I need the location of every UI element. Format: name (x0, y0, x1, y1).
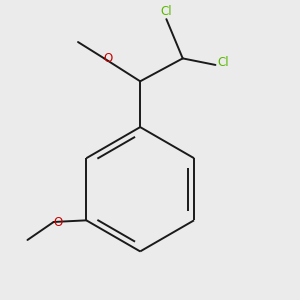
Text: O: O (103, 52, 113, 65)
Text: O: O (53, 216, 62, 229)
Text: Cl: Cl (160, 5, 172, 18)
Text: Cl: Cl (217, 56, 229, 69)
